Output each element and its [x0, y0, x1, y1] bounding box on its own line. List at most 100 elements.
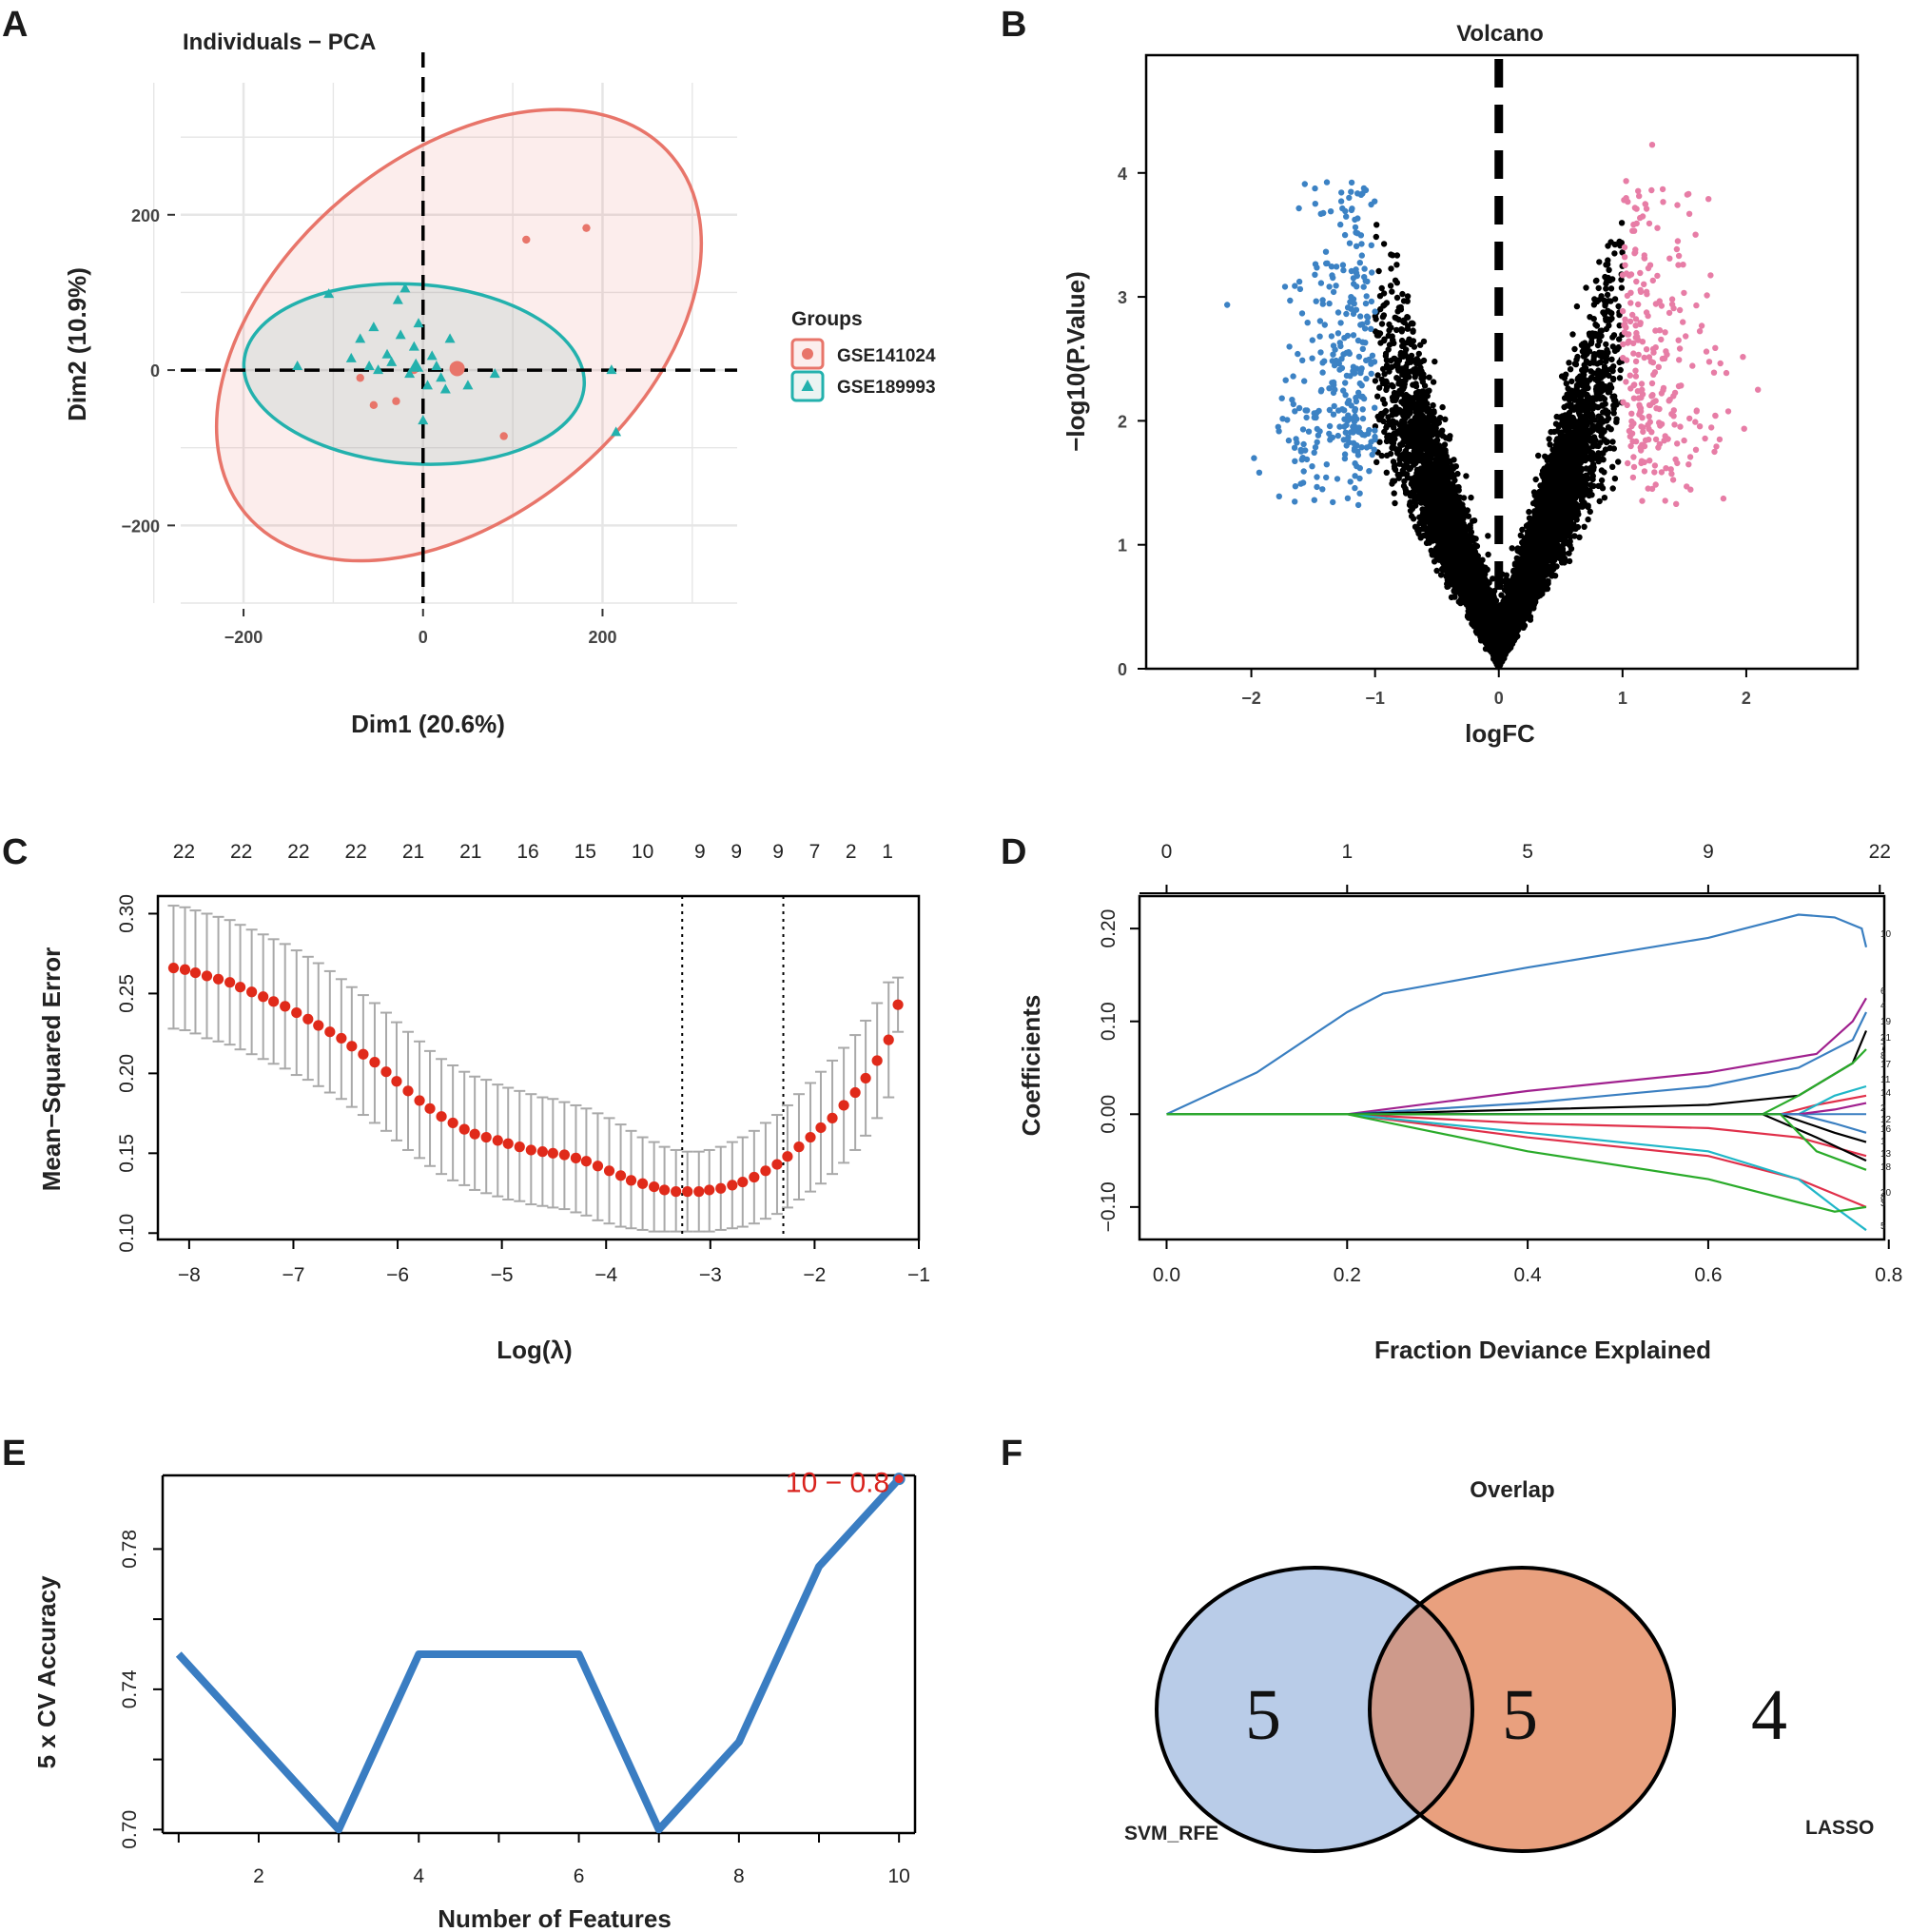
lasso-cv-point	[469, 1128, 480, 1140]
lasso-coef-right-label: 5	[1880, 1221, 1886, 1232]
svm-annotation: 10 − 0.8	[786, 1468, 889, 1499]
volcano-y-tick-label: 3	[1118, 288, 1127, 307]
svm-x-label: Number of Features	[438, 1904, 672, 1932]
pca-point-gse189993	[404, 368, 416, 379]
volcano-x-tick-label: 0	[1494, 689, 1504, 708]
lasso-cv-point	[201, 970, 213, 982]
lasso-cv-point	[525, 1144, 536, 1156]
volcano-y-tick-label: 4	[1118, 165, 1127, 184]
pca-legend-label-2: GSE189993	[837, 378, 936, 398]
lasso-cv-point	[892, 999, 904, 1010]
lasso-cv-point	[636, 1178, 649, 1189]
lasso-coef-right-label: 19	[1880, 1017, 1892, 1027]
volcano-y-tick-label: 1	[1118, 537, 1127, 556]
lasso-coef-right-label: 1	[1880, 1137, 1886, 1147]
lasso-cv-point	[614, 1170, 627, 1181]
lasso-cv-point	[447, 1117, 458, 1129]
lasso-cv-x-tick-label: −3	[699, 1264, 722, 1286]
lasso-cv-point	[883, 1034, 894, 1045]
pca-point-gse189993	[355, 333, 366, 343]
pca-point-gse141024	[522, 235, 531, 244]
lasso-cv-point	[291, 1006, 302, 1019]
pca-point-gse189993	[462, 380, 474, 390]
lasso-cv-point	[558, 1149, 570, 1161]
pca-legend-label-1: GSE141024	[837, 346, 936, 366]
svm-accuracy-line	[175, 1476, 903, 1834]
lasso-cv-point	[760, 1165, 771, 1177]
pca-ellipses	[214, 107, 704, 563]
lasso-cv-top-label: 22	[345, 841, 367, 863]
lasso-cv-point	[402, 1085, 414, 1097]
lasso-cv-point	[849, 1086, 861, 1099]
pca-y-tick-label: 0	[150, 361, 160, 381]
venn-count-lasso-only: 4	[1751, 1675, 1787, 1755]
pca-x-tick-label: 200	[588, 628, 616, 647]
lasso-coef-frame	[1138, 894, 1886, 1241]
lasso-cv-point	[189, 966, 202, 979]
lasso-cv-top-label: 22	[230, 841, 252, 863]
pca-point-gse189993	[392, 294, 403, 304]
pca-title: Individuals − PCA	[183, 29, 376, 55]
lasso-coef-top-label: 5	[1522, 841, 1533, 863]
lasso-cv-top-label: 21	[459, 841, 481, 863]
venn-count-svm-only: 5	[1245, 1675, 1281, 1755]
pca-y-tick-label: 200	[131, 206, 160, 225]
volcano-x-tick-label: 2	[1742, 689, 1751, 708]
lasso-coef-right-label: 18	[1880, 1162, 1892, 1173]
svm-best-point	[892, 1473, 906, 1486]
pca-y-label: Dim2 (10.9%)	[63, 267, 91, 421]
lasso-coef-right-label: 10	[1880, 929, 1892, 940]
lasso-cv-point	[693, 1186, 705, 1198]
venn-outline-svm-rfe	[1155, 1566, 1474, 1853]
lasso-cv-y-tick-label: 0.30	[116, 894, 138, 933]
volcano-y-tick-label: 0	[1118, 660, 1127, 679]
pca-point-gse189993	[444, 333, 456, 343]
lasso-coef-x-tick-label: 0.4	[1514, 1264, 1543, 1286]
panel-label-f: F	[1001, 1434, 1023, 1473]
lasso-coef-x-tick-label: 0.8	[1875, 1264, 1902, 1286]
volcano-frame	[1144, 53, 1860, 671]
lasso-cv-x-tick-label: −1	[907, 1264, 930, 1286]
pca-point-gse189993	[368, 322, 380, 332]
lasso-cv-top-label: 22	[287, 841, 309, 863]
lasso-coef-y-tick-label: −0.10	[1098, 1181, 1120, 1232]
venn-intersection	[1370, 1568, 1472, 1851]
lasso-cv-x-tick-label: −2	[803, 1264, 826, 1286]
lasso-cv-point	[737, 1176, 749, 1188]
lasso-cv-point	[514, 1142, 525, 1153]
lasso-cv-point	[682, 1186, 693, 1198]
lasso-coef-path-20	[1166, 1113, 1867, 1232]
venn-outline-lasso	[1368, 1566, 1676, 1853]
lasso-coef-y-tick-label: 0.00	[1098, 1095, 1120, 1134]
pca-x-tick-label: 0	[419, 628, 428, 647]
lasso-cv-top-label: 22	[173, 841, 195, 863]
volcano-points	[1224, 59, 1762, 671]
pca-y-tick-label: −200	[121, 517, 160, 536]
svm-x-tick-label: 2	[253, 1865, 264, 1887]
pca-point-gse189993	[431, 360, 442, 370]
lasso-coef-path-10	[1166, 913, 1868, 1116]
svm-y-tick-label: 0.74	[119, 1669, 141, 1708]
svm-y-tick-label: 0.78	[119, 1530, 141, 1569]
lasso-cv-point	[749, 1171, 760, 1183]
lasso-coef-right-label: 8	[1880, 1051, 1886, 1062]
volcano-x-label: logFC	[1465, 719, 1535, 748]
lasso-cv-point	[234, 982, 246, 993]
lasso-cv-point	[860, 1072, 871, 1084]
lasso-coef-right-label: 6	[1880, 986, 1886, 997]
lasso-cv-point	[704, 1184, 715, 1196]
lasso-cv-point	[391, 1076, 402, 1087]
svm-rfe-plot: 10 − 0.8 2 4 6 8 10 0.70 0.74 0.78 Number of Fea…	[32, 1468, 917, 1932]
pca-point-gse141024	[369, 400, 379, 410]
svm-y-tick-label: 0.70	[119, 1810, 141, 1849]
lasso-coef-right-label: 4	[1880, 1001, 1886, 1011]
lasso-coef-y-label: Coefficients	[1017, 995, 1045, 1137]
lasso-coef-right-label: 21	[1880, 1033, 1892, 1044]
pca-legend: Groups GSE141024 GSE189993	[790, 308, 936, 402]
lasso-cv-point	[793, 1142, 805, 1153]
pca-point-gse189993	[606, 364, 617, 375]
pca-point-gse189993	[395, 329, 406, 340]
volcano-points-down	[1224, 179, 1378, 509]
